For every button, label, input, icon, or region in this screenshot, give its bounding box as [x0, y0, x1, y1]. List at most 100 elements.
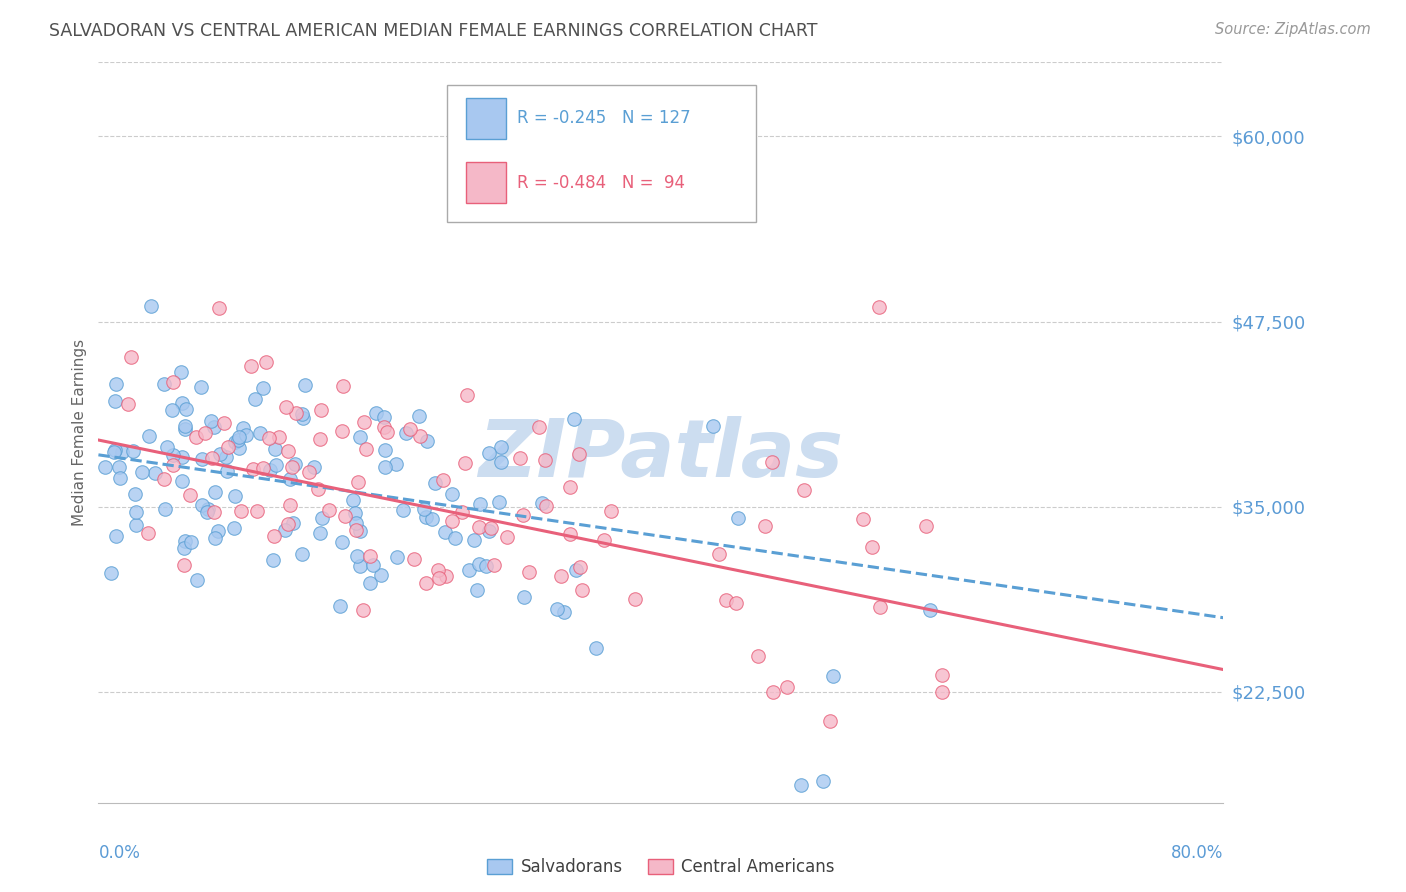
Point — [790, 778, 813, 792]
Point — [479, 521, 502, 535]
Point — [366, 406, 388, 420]
Point — [214, 416, 236, 430]
Point — [811, 773, 834, 788]
Point — [174, 401, 197, 416]
Point — [823, 669, 845, 683]
Point — [108, 459, 131, 474]
Point — [104, 529, 127, 543]
Point — [263, 529, 285, 543]
Point — [553, 605, 575, 619]
Point — [467, 558, 489, 572]
Point — [138, 429, 160, 443]
Point — [174, 533, 197, 548]
Point — [262, 553, 284, 567]
Point — [359, 576, 381, 591]
Point — [231, 504, 253, 518]
Point — [186, 573, 208, 587]
Point — [170, 365, 193, 379]
Point — [332, 379, 354, 393]
Point — [347, 475, 370, 490]
Text: R = -0.484   N =  94: R = -0.484 N = 94 — [517, 174, 685, 192]
Point — [373, 409, 395, 424]
Point — [434, 569, 457, 583]
Point — [818, 714, 841, 729]
Point — [416, 434, 439, 448]
Point — [349, 559, 371, 574]
Point — [278, 498, 301, 512]
Point — [249, 426, 271, 441]
Point — [724, 596, 747, 610]
Point — [412, 502, 434, 516]
Point — [170, 396, 193, 410]
Point — [491, 455, 513, 469]
Point — [342, 492, 364, 507]
Point — [120, 350, 142, 364]
Point — [353, 415, 375, 429]
Point — [456, 388, 478, 402]
Point — [571, 583, 593, 598]
Point — [404, 552, 426, 566]
Point — [224, 434, 246, 449]
Point — [432, 473, 454, 487]
Point — [110, 471, 132, 485]
Point — [190, 380, 212, 394]
Point — [361, 558, 384, 572]
Point — [370, 568, 392, 582]
Point — [162, 375, 184, 389]
Point — [349, 524, 371, 538]
Point — [215, 464, 238, 478]
Point — [586, 203, 609, 218]
Point — [707, 548, 730, 562]
FancyBboxPatch shape — [447, 85, 756, 221]
Point — [415, 576, 437, 591]
Point — [202, 505, 225, 519]
Point — [173, 541, 195, 555]
Point — [162, 458, 184, 473]
Point — [468, 519, 491, 533]
Point — [278, 471, 301, 485]
Text: Source: ZipAtlas.com: Source: ZipAtlas.com — [1215, 22, 1371, 37]
Point — [475, 559, 498, 574]
Point — [426, 563, 449, 577]
Point — [294, 378, 316, 392]
Point — [208, 447, 231, 461]
Point — [346, 549, 368, 563]
Point — [560, 480, 582, 494]
Point — [264, 442, 287, 457]
Point — [195, 505, 218, 519]
Text: 0.0%: 0.0% — [98, 844, 141, 863]
Point — [862, 541, 884, 555]
Point — [558, 526, 581, 541]
Point — [277, 443, 299, 458]
Point — [243, 392, 266, 406]
Point — [569, 560, 592, 574]
Point — [468, 497, 491, 511]
Point — [599, 504, 621, 518]
Legend: Salvadorans, Central Americans: Salvadorans, Central Americans — [486, 858, 835, 876]
Point — [395, 425, 418, 440]
Point — [201, 450, 224, 465]
Point — [170, 450, 193, 465]
Point — [224, 488, 246, 502]
Point — [624, 592, 647, 607]
Point — [207, 301, 229, 315]
Point — [269, 430, 291, 444]
Point — [747, 648, 769, 663]
Point — [232, 421, 254, 435]
Point — [184, 430, 207, 444]
Point — [373, 420, 395, 434]
Point — [496, 530, 519, 544]
Point — [194, 426, 217, 441]
Point — [156, 440, 179, 454]
Point — [451, 505, 474, 519]
Point — [136, 526, 159, 541]
Point — [274, 400, 297, 414]
Point — [155, 501, 177, 516]
Point — [308, 526, 330, 541]
Point — [277, 516, 299, 531]
Point — [162, 449, 184, 463]
Point — [259, 463, 281, 477]
Point — [200, 414, 222, 428]
Point — [793, 483, 815, 498]
Point — [215, 450, 238, 464]
